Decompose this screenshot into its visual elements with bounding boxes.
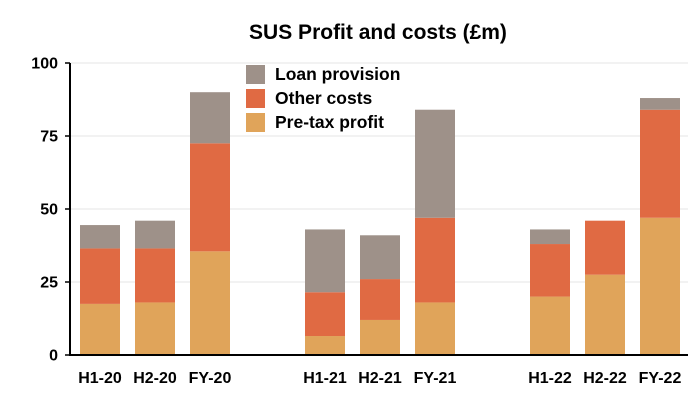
bar-segment-loan-provision bbox=[640, 98, 680, 110]
bar-segment-other-costs bbox=[415, 217, 455, 303]
bar-segment-loan-provision bbox=[360, 235, 400, 280]
legend-label: Pre-tax profit bbox=[275, 112, 384, 132]
bar-segment-other-costs bbox=[305, 292, 345, 337]
x-tick-label: H2-21 bbox=[358, 370, 402, 387]
bar-segment-other-costs bbox=[360, 279, 400, 320]
bar-segment-other-costs bbox=[190, 143, 230, 252]
bar-segment-other-costs bbox=[585, 220, 625, 275]
x-tick-label: H2-22 bbox=[583, 370, 627, 387]
bar-segment-loan-provision bbox=[190, 92, 230, 144]
y-tick-label: 100 bbox=[31, 56, 58, 73]
x-axis: H1-20 H2-20 FY-20 H1-21 H2-21 FY-21 H1-22 H2-22… bbox=[69, 354, 688, 387]
bar-segment-loan-provision bbox=[80, 225, 120, 249]
x-tick-label: H2-20 bbox=[133, 370, 177, 387]
legend-swatch bbox=[246, 89, 265, 108]
y-tick-label: 50 bbox=[40, 202, 58, 219]
bar-segment-loan-provision bbox=[135, 220, 175, 249]
x-tick-label: FY-22 bbox=[639, 370, 682, 387]
x-tick-label: FY-21 bbox=[414, 370, 457, 387]
y-tick-label: 0 bbox=[49, 348, 58, 365]
y-axis: 0 25 50 75 100 bbox=[31, 56, 71, 365]
legend-label: Loan provision bbox=[275, 64, 400, 84]
y-tick-label: 75 bbox=[40, 129, 58, 146]
bar-segment-pre-tax-profit bbox=[360, 319, 400, 355]
x-tick-label: H1-21 bbox=[303, 370, 347, 387]
bar-segment-pre-tax-profit bbox=[190, 251, 230, 355]
bar-segment-other-costs bbox=[530, 244, 570, 297]
bar-segment-pre-tax-profit bbox=[585, 274, 625, 355]
bar-segment-loan-provision bbox=[415, 109, 455, 218]
bar-segment-pre-tax-profit bbox=[305, 336, 345, 355]
legend: Loan provision Other costs Pre-tax profit bbox=[246, 64, 400, 132]
bar-segment-pre-tax-profit bbox=[640, 217, 680, 355]
bar-segment-pre-tax-profit bbox=[135, 302, 175, 355]
legend-label: Other costs bbox=[275, 88, 373, 108]
chart-title: SUS Profit and costs (£m) bbox=[249, 21, 507, 44]
bar-segment-pre-tax-profit bbox=[415, 302, 455, 355]
x-tick-label: FY-20 bbox=[189, 370, 232, 387]
bar-segment-other-costs bbox=[640, 109, 680, 218]
bar-segment-other-costs bbox=[80, 248, 120, 304]
x-tick-label: H1-22 bbox=[528, 370, 572, 387]
bars bbox=[80, 92, 680, 355]
bar-segment-loan-provision bbox=[530, 229, 570, 245]
bar-segment-pre-tax-profit bbox=[80, 303, 120, 355]
bar-segment-other-costs bbox=[135, 248, 175, 303]
y-tick-label: 25 bbox=[40, 275, 58, 292]
x-tick-label: H1-20 bbox=[78, 370, 122, 387]
bar-segment-pre-tax-profit bbox=[530, 296, 570, 355]
legend-swatch bbox=[246, 65, 265, 84]
legend-swatch bbox=[246, 113, 265, 132]
bar-segment-loan-provision bbox=[305, 229, 345, 293]
